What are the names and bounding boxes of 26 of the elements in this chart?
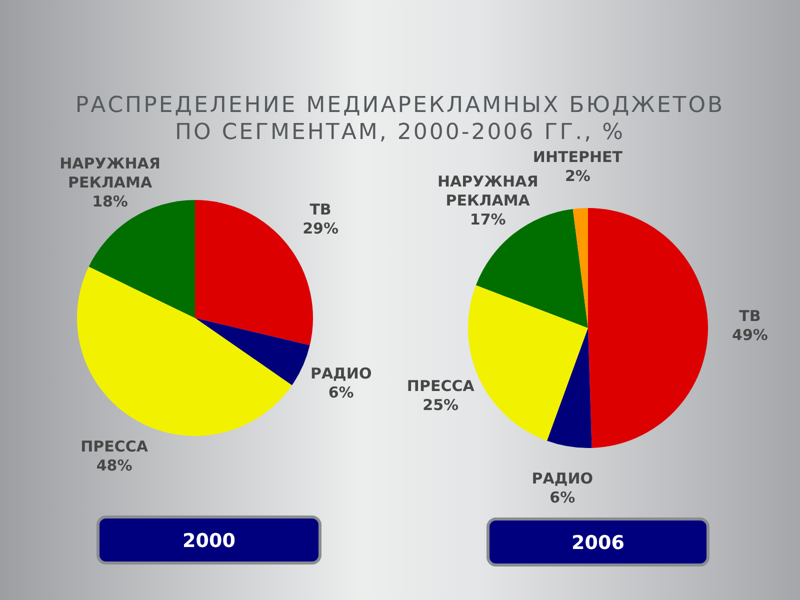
pie-slice	[588, 208, 708, 448]
data-label: 17%	[470, 210, 506, 229]
data-label: 6%	[328, 384, 354, 402]
text: 2000	[182, 530, 236, 552]
slice-label: НАРУЖНАЯ РЕКЛАМА	[60, 154, 160, 192]
pie-slice	[572, 208, 588, 328]
data-label: 2%	[564, 166, 590, 185]
pie-slice	[546, 328, 592, 448]
pie-slice	[77, 266, 292, 436]
pie-slice	[195, 318, 310, 386]
data-label: 18%	[92, 192, 128, 210]
data-label: 48%	[96, 456, 132, 475]
slice-label: ПРЕССА	[406, 376, 475, 395]
slice-label: ТВ	[739, 306, 761, 325]
slice-label: ТВ	[310, 200, 332, 218]
data-label: 49%	[732, 326, 768, 344]
slice-label: РАДИО	[310, 364, 372, 383]
data-label: 25%	[422, 396, 459, 414]
slice-label: НАРУЖНАЯ РЕКЛАМА	[437, 172, 538, 210]
data-label: 29%	[302, 219, 338, 238]
slice-label: РАДИО	[532, 469, 594, 488]
chart-title: РАСПРЕДЕЛЕНИЕ МЕДИАРЕКЛАМНЫХ БЮДЖЕТОВ ПО СЕГМЕНТАМ, 2000-2006 ГГ., %	[75, 93, 725, 145]
text: 2006	[572, 532, 624, 554]
data-label: 6%	[550, 488, 576, 506]
slice-label: ПРЕССА	[80, 438, 148, 456]
slice-label: ИНТЕРНЕТ	[532, 148, 624, 166]
